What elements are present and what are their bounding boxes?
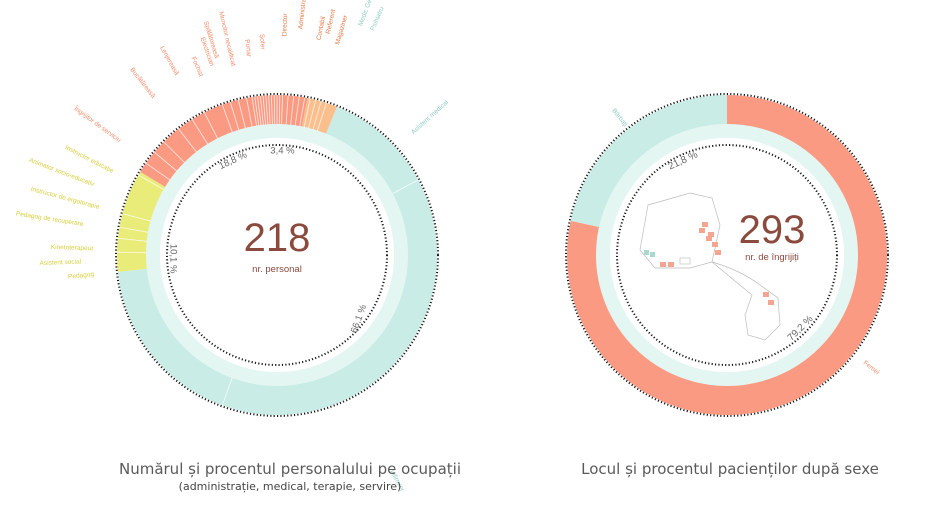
building [699, 228, 705, 233]
segment-divider [119, 226, 153, 234]
building [660, 262, 666, 267]
building [668, 262, 674, 267]
label-femei: Femei [862, 360, 881, 377]
segment-divider [229, 101, 241, 135]
label-servire-3: Fochist [190, 56, 205, 78]
staff-chart-title: Numărul și procentul personalului pe ocu… [118, 460, 461, 478]
outer-dotted-ring [115, 93, 439, 417]
staff-total-value: 218 [244, 216, 311, 260]
segment-divider [117, 251, 152, 254]
segment-divider [285, 95, 289, 130]
label-admin-2: Contabil [316, 15, 328, 40]
segment-divider [138, 174, 169, 193]
label-servire-6: Muncitor necalificat [217, 11, 236, 67]
segment-divider [122, 213, 156, 223]
building [650, 252, 655, 257]
label-therapy-2: Instructor de ergoterapie [30, 186, 101, 211]
segment-divider [311, 101, 322, 134]
segment-divider [163, 141, 189, 167]
label-therapy-5: Asistent social [39, 259, 81, 267]
segment-divider [117, 237, 152, 243]
men-segment [570, 95, 727, 229]
segment-divider [278, 95, 281, 130]
patients-chart-title: Locul și procentul pacienților după sexe [581, 460, 879, 478]
patients-total-value: 293 [739, 208, 806, 252]
segment-divider [257, 96, 263, 130]
segment-divider [204, 112, 221, 143]
segment-divider [265, 95, 269, 130]
label-barbati: Bărbați [610, 108, 628, 129]
site-outline-south [711, 261, 781, 341]
segment-divider [271, 95, 274, 130]
segment-divider [268, 95, 271, 130]
segment-divider [262, 95, 267, 130]
segment-divider [221, 373, 235, 406]
segment-divider [237, 99, 247, 133]
building [715, 250, 721, 255]
label-servire-7: Portar [243, 39, 253, 58]
building [768, 300, 774, 305]
segment-divider [191, 119, 211, 149]
label-psihiatru: Psihiatru [369, 5, 385, 31]
outer-dotted-ring [565, 93, 889, 417]
segment-divider [154, 151, 181, 175]
inner-disc [610, 138, 844, 372]
inner-dotted-ring [616, 144, 838, 366]
segment-divider [178, 128, 200, 156]
label-therapy-4: Kinetoterapeut [51, 244, 94, 252]
administration-segment [301, 97, 337, 139]
building [702, 222, 708, 227]
segment-divider [254, 96, 260, 131]
segment-divider [294, 96, 300, 131]
segment-divider [315, 102, 327, 136]
label-servire-1: Bucătăreasă [128, 67, 156, 100]
inner-halo [146, 124, 408, 386]
segment-divider [221, 104, 235, 137]
segment-divider [251, 96, 258, 131]
segment-divider [145, 162, 175, 184]
label-admin-0: Director [281, 12, 289, 36]
segment-divider [298, 97, 306, 131]
inner-dotted-ring [166, 144, 388, 366]
therapy-percent-label: 10,1 % [168, 244, 179, 274]
building [763, 292, 769, 297]
segment-divider [273, 95, 276, 130]
label-therapy-6: Pedagog [68, 271, 95, 281]
building [679, 257, 691, 265]
segment-divider [289, 95, 295, 130]
staff-total-label: nr. personal [252, 264, 302, 275]
building [708, 232, 714, 237]
site-plan-map [639, 192, 781, 341]
segment-divider [302, 98, 311, 132]
label-asistent-medical: Asistent medical [410, 99, 450, 136]
label-admin-4: Magaziner [334, 14, 349, 46]
therapy-segment [117, 171, 170, 272]
label-therapy-3: Pedagog de recuperare [15, 210, 84, 228]
admin-percent-label: 3,4 % [270, 146, 295, 157]
segment-divider [307, 99, 317, 133]
segment-divider [280, 95, 283, 130]
segment-divider [259, 95, 265, 130]
inner-halo [596, 124, 858, 386]
building [644, 250, 649, 255]
segment-divider [388, 179, 419, 197]
label-therapy-0: Instructor educație [64, 144, 115, 175]
building [706, 236, 712, 241]
label-servire-0: Îngrijitor de serviciu [72, 103, 124, 144]
inner-disc [160, 138, 394, 372]
label-servire-8: Șofer [258, 34, 266, 51]
patients-total-label: nr. de îngrijiți [745, 252, 799, 263]
segment-divider [246, 97, 254, 132]
label-servire-2: Lenjereasă [158, 45, 180, 77]
building [712, 242, 718, 247]
label-admin-1: Administrator [297, 0, 308, 30]
label-admin-3: Referent [325, 9, 337, 35]
staff-chart-subtitle: (administrație, medical, terapie, servir… [178, 480, 402, 493]
